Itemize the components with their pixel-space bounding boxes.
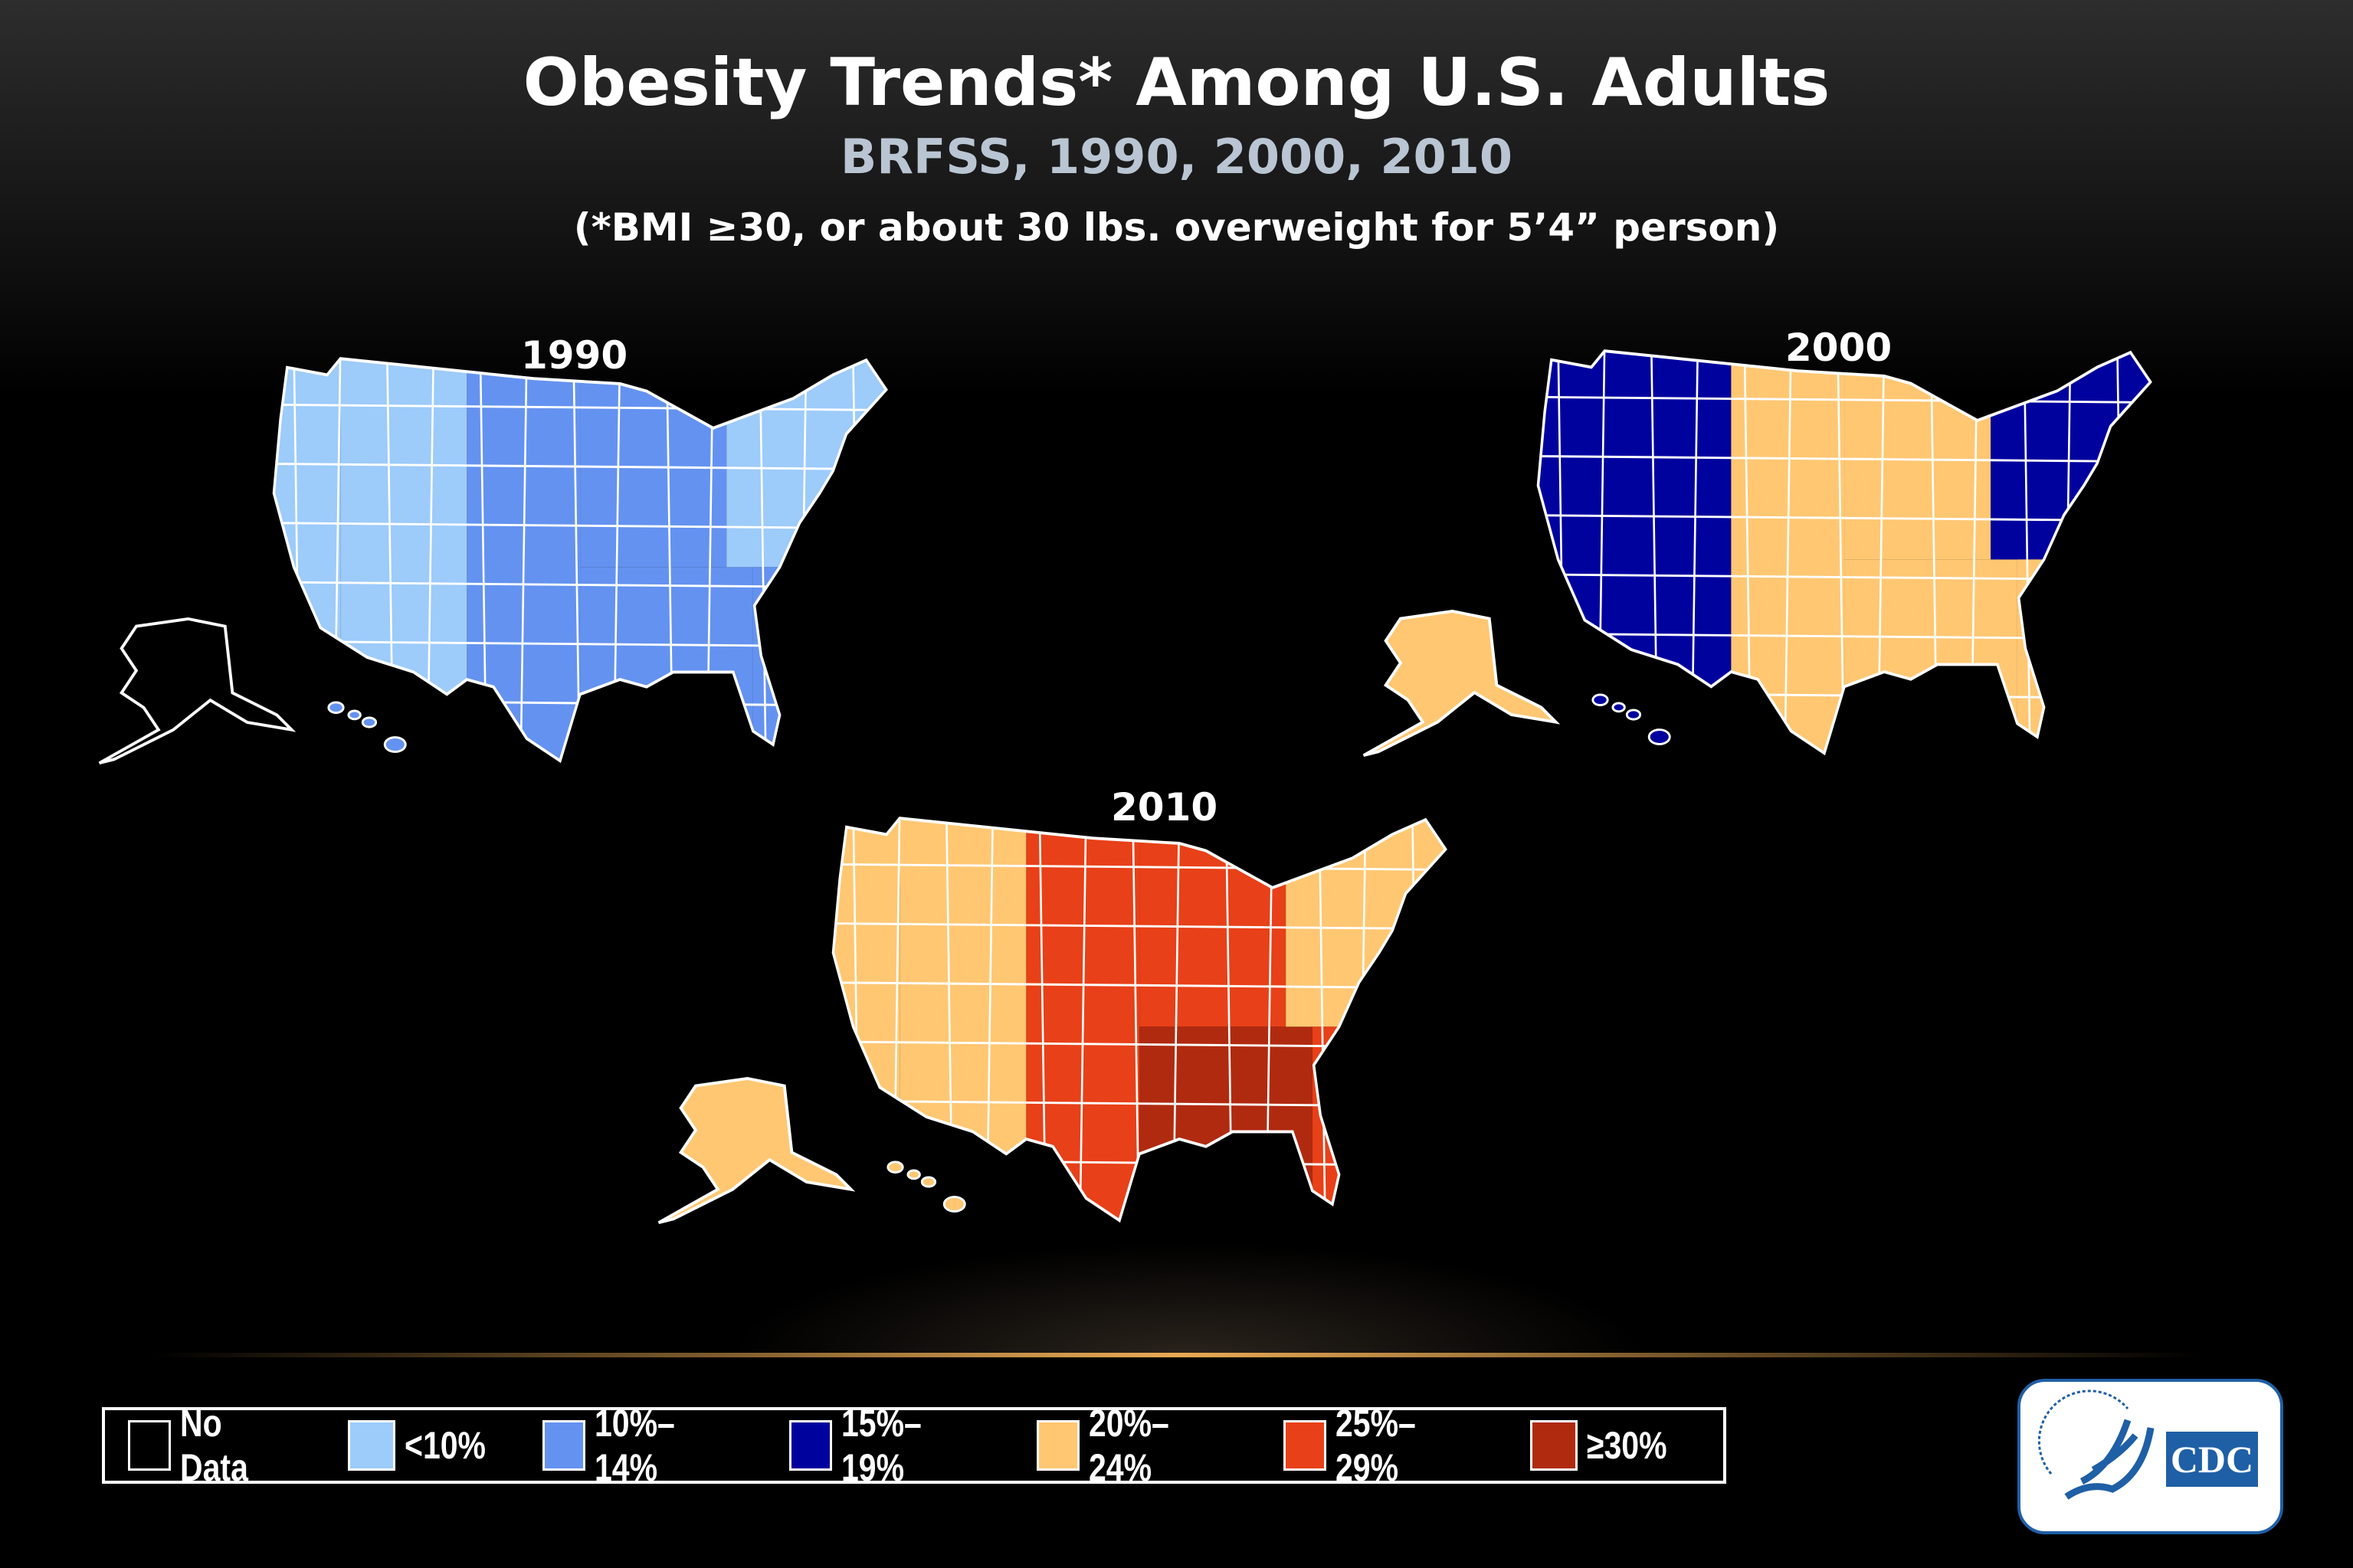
region-northeast bbox=[1991, 351, 2151, 560]
legend-swatch bbox=[128, 1420, 172, 1471]
region-hawaii bbox=[1611, 702, 1626, 713]
page-title: Obesity Trends* Among U.S. Adults bbox=[523, 44, 1830, 121]
state-border bbox=[1538, 395, 2151, 404]
page-subtitle: BRFSS, 1990, 2000, 2010 bbox=[841, 129, 1512, 185]
map-outline bbox=[272, 357, 888, 764]
map-year-label: 1990 bbox=[521, 333, 628, 378]
legend-label: 20%–24% bbox=[1088, 1402, 1169, 1489]
legend-label: 15%–19% bbox=[841, 1402, 923, 1489]
legend-item-10-14: 10%–14% bbox=[542, 1401, 751, 1490]
legend-swatch bbox=[789, 1420, 833, 1471]
state-border bbox=[833, 863, 1446, 872]
region-mountain bbox=[900, 818, 1027, 1221]
us-map-2000 bbox=[1362, 338, 2164, 796]
legend-item-ge30: ≥30% bbox=[1530, 1420, 1685, 1471]
footnote: (*BMI ≥30, or about 30 lbs. overweight f… bbox=[573, 205, 1780, 250]
legend-swatch bbox=[1036, 1420, 1080, 1471]
legend-item-lt10: <10% bbox=[348, 1420, 503, 1471]
legend-label: 25%–29% bbox=[1335, 1402, 1417, 1489]
state-border bbox=[893, 345, 900, 804]
state-border bbox=[833, 1158, 1446, 1167]
region-hawaii bbox=[1625, 709, 1642, 721]
map-year-label: 2000 bbox=[1785, 326, 1893, 370]
legend-item-nodata: No Data bbox=[128, 1401, 310, 1490]
region-southeast bbox=[752, 567, 886, 761]
region-midwest bbox=[1139, 818, 1286, 1027]
state-border bbox=[759, 358, 768, 761]
state-border bbox=[1452, 805, 1459, 1263]
legend-item-20-24: 20%–24% bbox=[1036, 1401, 1245, 1490]
state-border bbox=[1783, 351, 1792, 754]
state-border bbox=[1538, 750, 2151, 754]
region-midwest bbox=[580, 358, 727, 568]
region-hawaii bbox=[327, 701, 345, 714]
region-hawaii bbox=[1591, 693, 1609, 706]
map-outline bbox=[831, 817, 1447, 1223]
region-hawaii bbox=[361, 716, 378, 728]
state-border bbox=[274, 462, 886, 471]
cdc-logo-text: CDC bbox=[2171, 1438, 2253, 1481]
legend-swatch bbox=[348, 1420, 396, 1471]
state-border bbox=[274, 758, 886, 761]
region-alaska bbox=[657, 1076, 856, 1225]
state-border bbox=[274, 403, 886, 412]
legend-swatch bbox=[542, 1420, 585, 1471]
state-border bbox=[833, 921, 1446, 931]
glow-decoration bbox=[536, 1195, 1839, 1356]
legend-label: ≥30% bbox=[1587, 1424, 1668, 1467]
region-hawaii bbox=[906, 1169, 921, 1180]
region-mountain bbox=[1604, 351, 1732, 754]
state-border bbox=[2023, 351, 2032, 754]
divider bbox=[153, 1353, 2199, 1357]
us-map-1990 bbox=[98, 345, 900, 804]
legend-item-15-19: 15%–19% bbox=[789, 1401, 998, 1490]
region-hawaii bbox=[920, 1176, 937, 1188]
region-alaska bbox=[98, 617, 297, 765]
state-border bbox=[2157, 338, 2164, 796]
region-alaska bbox=[1362, 609, 1561, 758]
region-midwest bbox=[1844, 351, 1991, 560]
region-hawaii bbox=[942, 1196, 966, 1213]
legend-label: <10% bbox=[405, 1424, 487, 1467]
region-hawaii bbox=[1647, 728, 1671, 745]
legend: No Data <10% 10%–14% 15%–19% 20%–24% 25%–29% ≥… bbox=[102, 1402, 1726, 1489]
state-border bbox=[1538, 454, 2151, 463]
map-outline bbox=[1536, 349, 2152, 756]
region-southeast bbox=[1312, 1026, 1446, 1221]
legend-label: No Data bbox=[180, 1402, 248, 1489]
region-mountain bbox=[340, 358, 467, 761]
us-map-2010 bbox=[657, 805, 1459, 1263]
state-border bbox=[833, 1217, 1446, 1221]
map-year-label: 2010 bbox=[1111, 785, 1218, 830]
cdc-logo: CDC bbox=[2017, 1379, 2283, 1534]
legend-swatch bbox=[1283, 1420, 1327, 1471]
region-southeast bbox=[2017, 559, 2151, 754]
region-northeast bbox=[1286, 818, 1446, 1027]
state-border bbox=[1318, 818, 1327, 1221]
legend-swatch bbox=[1530, 1420, 1578, 1471]
region-northeast bbox=[726, 358, 886, 568]
legend-label: 10%–14% bbox=[594, 1402, 675, 1489]
state-border bbox=[1538, 691, 2151, 700]
region-hawaii bbox=[383, 736, 407, 753]
region-hawaii bbox=[347, 709, 362, 721]
state-border bbox=[274, 699, 886, 708]
legend-item-25-29: 25%–29% bbox=[1283, 1401, 1492, 1490]
state-border bbox=[519, 358, 528, 761]
region-hawaii bbox=[886, 1160, 904, 1174]
state-border bbox=[1078, 818, 1087, 1221]
